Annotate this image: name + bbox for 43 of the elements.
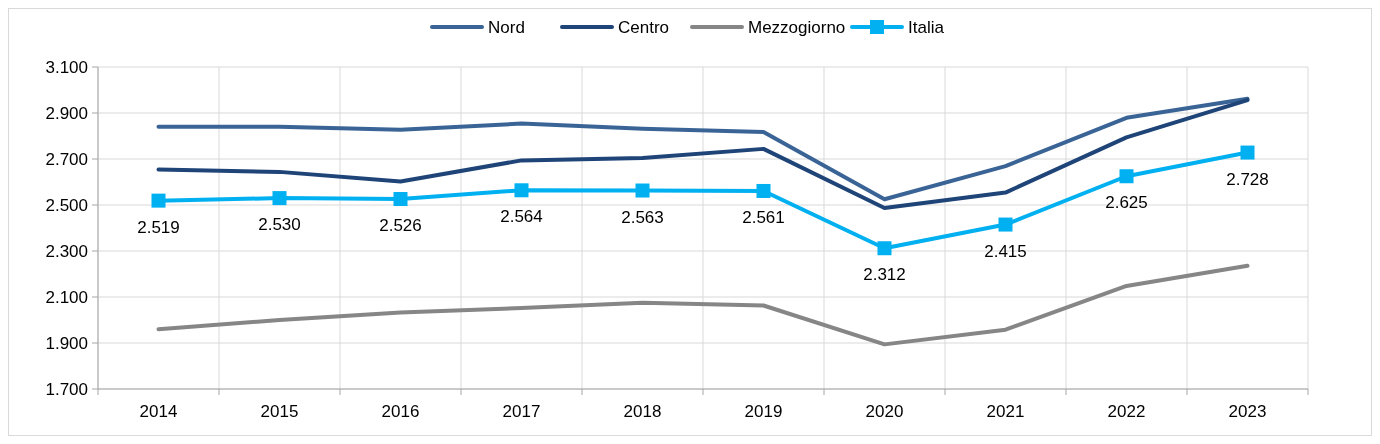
y-tick-label: 2.500 <box>45 196 88 215</box>
data-label: 2.728 <box>1226 169 1269 189</box>
y-tick-label: 2.300 <box>45 242 88 261</box>
x-tick-label: 2014 <box>139 402 178 421</box>
point <box>756 183 771 198</box>
x-tick-label: 2020 <box>865 402 904 421</box>
data-label: 2.625 <box>1105 193 1148 213</box>
legend-label: Centro <box>618 18 670 37</box>
point <box>635 183 650 198</box>
data-label: 2.561 <box>742 207 785 227</box>
legend-label: Italia <box>908 18 945 37</box>
x-tick-label: 2022 <box>1107 402 1146 421</box>
y-tick-label: 1.700 <box>45 380 88 399</box>
point <box>877 241 892 256</box>
data-label: 2.563 <box>621 207 664 227</box>
legend-label: Mezzogiorno <box>748 18 846 37</box>
data-label: 2.312 <box>863 265 906 285</box>
y-tick-label: 2.700 <box>45 150 88 169</box>
data-label: 2.530 <box>258 215 301 235</box>
x-tick-label: 2021 <box>986 402 1025 421</box>
point <box>272 191 287 206</box>
x-tick-label: 2016 <box>381 402 420 421</box>
x-tick-label: 2019 <box>744 402 783 421</box>
x-tick-label: 2018 <box>623 402 662 421</box>
x-tick-label: 2017 <box>502 402 541 421</box>
point <box>998 217 1013 232</box>
y-tick-label: 2.900 <box>45 104 88 123</box>
data-label: 2.564 <box>500 207 543 227</box>
x-tick-label: 2015 <box>260 402 299 421</box>
y-tick-label: 1.900 <box>45 334 88 353</box>
data-label: 2.526 <box>379 216 422 236</box>
data-label: 2.415 <box>984 241 1027 261</box>
point <box>514 183 529 198</box>
point <box>1240 145 1255 160</box>
line-series <box>156 263 1250 347</box>
data-label: 2.519 <box>137 217 180 237</box>
y-tick-label: 2.100 <box>45 288 88 307</box>
point <box>1119 169 1134 184</box>
point <box>151 193 166 208</box>
x-tick-label: 2023 <box>1228 402 1267 421</box>
point <box>393 192 408 207</box>
legend-label: Nord <box>488 18 525 37</box>
y-tick-label: 3.100 <box>45 58 88 77</box>
